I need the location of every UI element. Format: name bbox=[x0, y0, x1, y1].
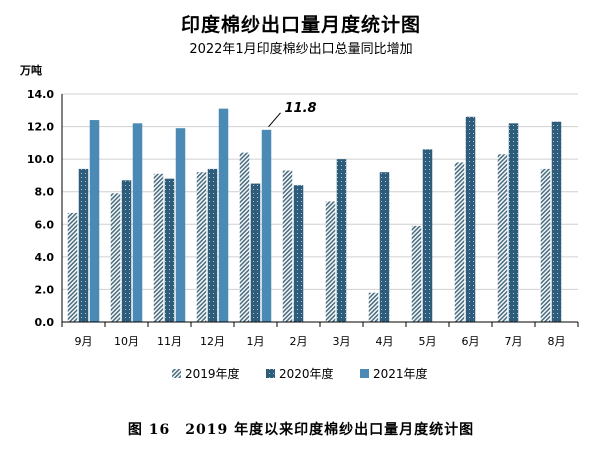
bar-2020-11 bbox=[508, 123, 519, 322]
axes bbox=[61, 94, 579, 327]
bar-2020-2 bbox=[121, 180, 132, 322]
x-tick-label: 11月 bbox=[157, 335, 182, 348]
bar-2020-5 bbox=[250, 183, 261, 322]
bar-2019-5 bbox=[239, 152, 250, 322]
x-tick-label: 2月 bbox=[290, 335, 308, 348]
bar-2019-7 bbox=[325, 201, 336, 322]
bar-2021-4 bbox=[218, 108, 229, 323]
x-tick-label: 4月 bbox=[376, 335, 394, 348]
labels: 0.0 2.0 4.0 6.0 8.0 10.0 12.0 14.0 万吨 9月 10月 11月 12月… bbox=[19, 63, 566, 348]
bar-2019-1 bbox=[67, 212, 78, 322]
bar-2020-1 bbox=[78, 168, 89, 322]
bar-2020-9 bbox=[422, 149, 433, 322]
y-axis-label: 万吨 bbox=[19, 63, 42, 77]
x-tick-label: 5月 bbox=[419, 335, 437, 348]
y-tick-label: 0.0 bbox=[35, 316, 55, 329]
chart-title: 印度棉纱出口量月度统计图 bbox=[180, 14, 421, 36]
bar-2020-7 bbox=[336, 159, 347, 322]
figure-caption: 图 16 2019 年度以来印度棉纱出口量月度统计图 bbox=[127, 422, 475, 438]
bars bbox=[67, 108, 562, 323]
y-tick-label: 2.0 bbox=[35, 283, 55, 296]
bar-2020-4 bbox=[207, 168, 218, 322]
legend-label: 2020年度 bbox=[279, 366, 334, 381]
bar-2019-2 bbox=[110, 193, 121, 322]
bar-2019-10 bbox=[454, 162, 465, 322]
y-tick-label: 10.0 bbox=[27, 153, 54, 166]
legend-swatch bbox=[360, 369, 369, 378]
chart-subtitle: 2022年1月印度棉纱出口总量同比增加 bbox=[189, 42, 413, 57]
bar-2019-12 bbox=[540, 168, 551, 322]
legend-swatch bbox=[172, 369, 181, 378]
bar-2020-3 bbox=[164, 178, 175, 322]
x-tick-label: 3月 bbox=[333, 335, 351, 348]
y-tick-label: 8.0 bbox=[35, 186, 55, 199]
legend: 2019年度 2020年度 2021年度 bbox=[172, 366, 428, 381]
x-tick-label: 12月 bbox=[200, 335, 225, 348]
bar-2021-1 bbox=[89, 120, 100, 322]
bar-2020-10 bbox=[465, 116, 476, 322]
legend-swatch bbox=[266, 369, 275, 378]
y-tick-label: 12.0 bbox=[27, 121, 54, 134]
x-tick-label: 10月 bbox=[114, 335, 139, 348]
bar-2020-8 bbox=[379, 172, 390, 322]
y-tick-label: 14.0 bbox=[27, 88, 54, 101]
bar-2019-4 bbox=[196, 172, 207, 322]
x-tick-label: 7月 bbox=[505, 335, 523, 348]
bar-2021-3 bbox=[175, 128, 186, 322]
bar-2021-5 bbox=[261, 129, 272, 322]
x-tick-label: 9月 bbox=[75, 335, 93, 348]
bar-2019-9 bbox=[411, 225, 422, 322]
legend-label: 2019年度 bbox=[185, 366, 240, 381]
bar-2019-11 bbox=[497, 154, 508, 322]
y-tick-label: 6.0 bbox=[35, 218, 55, 231]
x-tick-label: 6月 bbox=[462, 335, 480, 348]
bar-2021-2 bbox=[132, 123, 143, 322]
bar-2019-3 bbox=[153, 173, 164, 322]
legend-label: 2021年度 bbox=[373, 366, 428, 381]
gridlines bbox=[62, 93, 578, 290]
bar-2019-8 bbox=[368, 292, 379, 322]
y-tick-label: 4.0 bbox=[35, 251, 55, 264]
bar-2019-6 bbox=[282, 170, 293, 322]
annotation-label: 11.8 bbox=[285, 101, 317, 116]
bar-2020-12 bbox=[551, 121, 562, 322]
annotation-leader bbox=[268, 112, 281, 128]
x-tick-label: 1月 bbox=[247, 335, 265, 348]
x-tick-label: 8月 bbox=[548, 335, 566, 348]
bar-2020-6 bbox=[293, 185, 304, 322]
